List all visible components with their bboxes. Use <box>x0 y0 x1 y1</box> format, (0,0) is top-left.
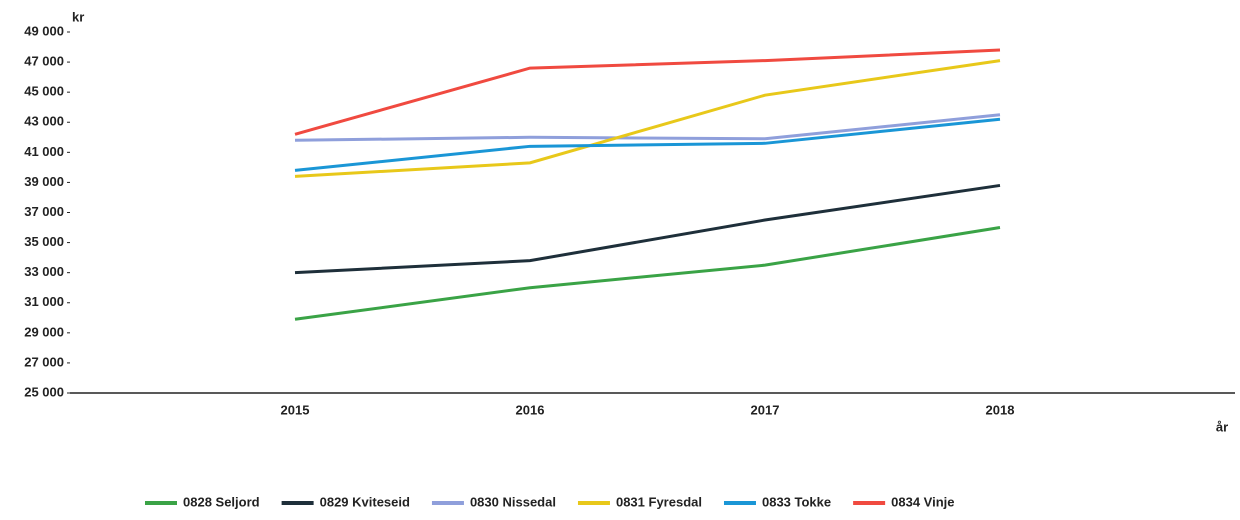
x-tick-label: 2017 <box>751 402 780 417</box>
legend-label: 0828 Seljord <box>183 494 260 509</box>
y-tick-label: 43 000 <box>24 114 64 129</box>
y-axis-label: kr <box>72 9 84 24</box>
legend-label: 0834 Vinje <box>891 494 954 509</box>
legend-label: 0831 Fyresdal <box>616 494 702 509</box>
x-tick-label: 2016 <box>516 402 545 417</box>
series-line <box>294 226 1001 321</box>
y-tick-label: 25 000 <box>24 384 64 399</box>
y-tick-label: 27 000 <box>24 354 64 369</box>
y-tick-label: 49 000 <box>24 23 64 38</box>
series-line <box>294 117 1001 172</box>
series-line <box>294 59 1001 178</box>
x-tick-label: 2015 <box>281 402 310 417</box>
legend-label: 0833 Tokke <box>762 494 831 509</box>
y-tick-label: 41 000 <box>24 144 64 159</box>
y-tick-label: 35 000 <box>24 234 64 249</box>
legend-label: 0829 Kviteseid <box>320 494 410 509</box>
legend-label: 0830 Nissedal <box>470 494 556 509</box>
y-tick-label: 31 000 <box>24 294 64 309</box>
y-tick-label: 45 000 <box>24 84 64 99</box>
y-tick-label: 47 000 <box>24 54 64 69</box>
y-tick-label: 39 000 <box>24 174 64 189</box>
series-line <box>294 113 1001 142</box>
y-tick-label: 37 000 <box>24 204 64 219</box>
x-tick-label: 2018 <box>986 402 1015 417</box>
x-axis-label: år <box>1216 419 1228 434</box>
series-line <box>294 183 1001 275</box>
series-line <box>294 48 1001 136</box>
y-tick-label: 33 000 <box>24 264 64 279</box>
y-tick-label: 29 000 <box>24 324 64 339</box>
